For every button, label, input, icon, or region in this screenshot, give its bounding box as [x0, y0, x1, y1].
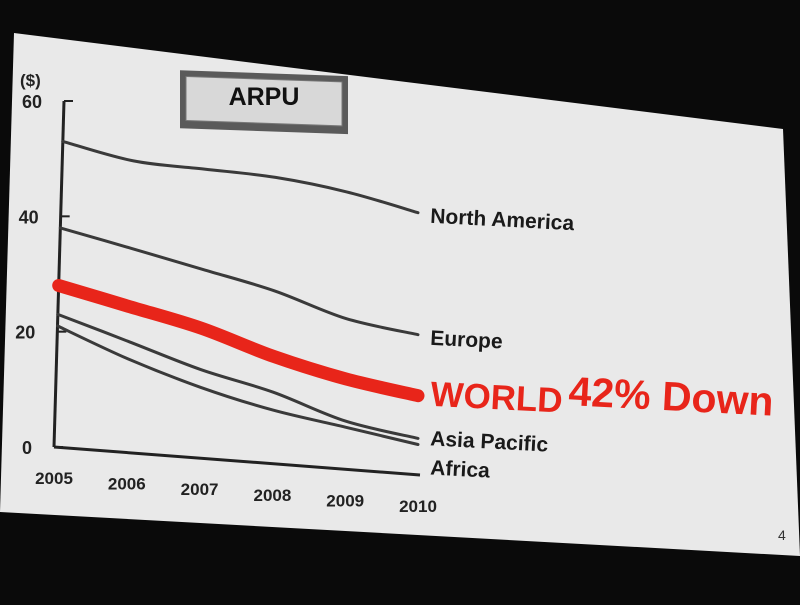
- y-axis: [52, 100, 66, 448]
- series-label-europe: Europe: [430, 327, 503, 354]
- x-tick-label: 2005: [35, 469, 73, 488]
- page-number: 4: [778, 527, 786, 543]
- title-plate: ARPU: [180, 70, 348, 135]
- series-line-africa: [56, 324, 420, 446]
- x-axis: [53, 445, 421, 477]
- x-tick-label: 2008: [253, 486, 291, 505]
- y-tick-label: 60: [22, 92, 42, 112]
- y-tick-label: 40: [19, 207, 39, 227]
- annotation-42-down: 42% Down: [568, 368, 775, 425]
- y-tick-label: 20: [15, 323, 35, 343]
- series-line-world: [52, 279, 425, 403]
- x-tick-label: 2010: [399, 497, 437, 516]
- series-line-north-america: [61, 139, 420, 215]
- series-label-world: WORLD: [430, 375, 564, 421]
- series-line-asia-pacific: [56, 312, 420, 440]
- y-tick-label: 0: [22, 438, 32, 458]
- x-tick-label: 2009: [326, 491, 364, 510]
- x-tick-label: 2007: [181, 480, 219, 499]
- y-axis-unit: ($): [20, 71, 41, 90]
- x-tick-label: 2006: [108, 475, 146, 494]
- series-line-europe: [58, 226, 420, 337]
- series-label-africa: Africa: [430, 457, 491, 483]
- chart-title: ARPU: [229, 83, 300, 111]
- slide-surface: [0, 33, 800, 556]
